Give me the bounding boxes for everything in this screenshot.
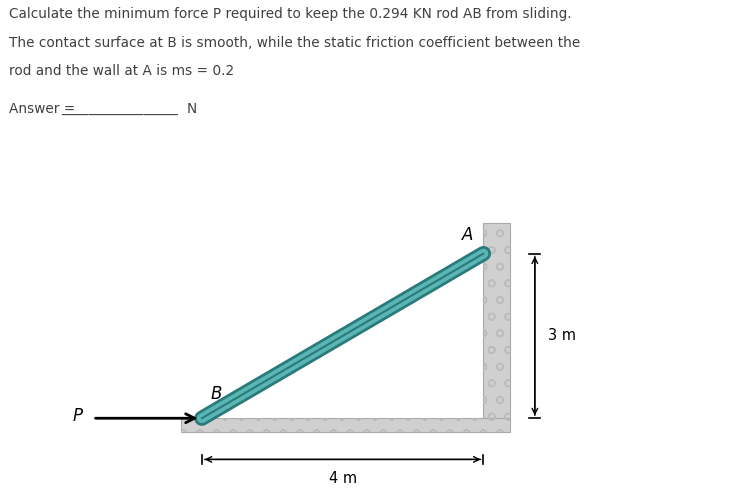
Text: The contact surface at B is smooth, while the static friction coefficient betwee: The contact surface at B is smooth, whil… <box>9 36 581 49</box>
Text: rod and the wall at A is ms = 0.2: rod and the wall at A is ms = 0.2 <box>9 64 234 78</box>
Polygon shape <box>484 223 510 423</box>
Text: 3 m: 3 m <box>547 329 575 343</box>
Polygon shape <box>181 418 510 432</box>
Text: P: P <box>72 407 82 424</box>
Text: Calculate the minimum force P required to keep the 0.294 KN rod AB from sliding.: Calculate the minimum force P required t… <box>9 7 572 21</box>
Text: N: N <box>186 102 197 116</box>
Text: Answer =: Answer = <box>9 102 80 116</box>
Text: A: A <box>463 226 474 244</box>
Text: 4 m: 4 m <box>329 471 357 487</box>
Text: _________________: _________________ <box>62 102 179 116</box>
Text: B: B <box>210 385 222 403</box>
